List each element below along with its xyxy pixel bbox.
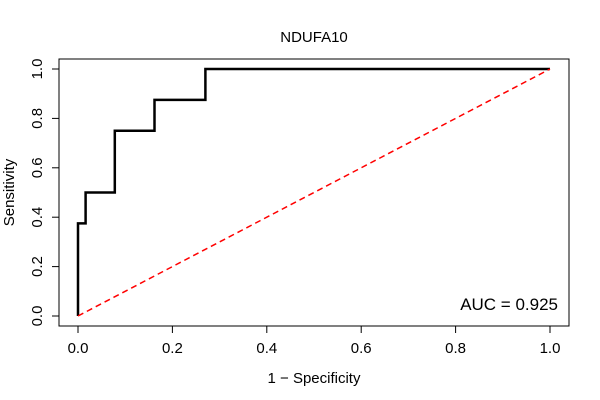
x-tick-label: 0.0 <box>68 340 89 357</box>
x-tick-label: 0.6 <box>351 340 372 357</box>
x-tick-label: 0.4 <box>256 340 277 357</box>
y-axis: 0.0 0.2 0.4 0.6 0.8 1.0 <box>29 59 60 327</box>
x-axis-label: 1 − Specificity <box>268 370 361 387</box>
x-tick-label: 0.8 <box>445 340 466 357</box>
y-tick-label: 0.4 <box>29 207 46 228</box>
auc-annotation: AUC = 0.925 <box>460 295 558 314</box>
x-tick-label: 0.2 <box>162 340 183 357</box>
y-tick-label: 1.0 <box>29 59 46 80</box>
y-tick-label: 0.8 <box>29 108 46 129</box>
chart-title: NDUFA10 <box>280 29 348 46</box>
reference-diagonal-line <box>77 68 551 317</box>
roc-curve-line <box>76 67 550 316</box>
y-axis-label: Sensitivity <box>1 158 18 226</box>
x-tick-label: 1.0 <box>540 340 561 357</box>
y-tick-label: 0.2 <box>29 256 46 277</box>
x-axis: 0.0 0.2 0.4 0.6 0.8 1.0 <box>68 325 561 357</box>
y-tick-label: 0.0 <box>29 306 46 327</box>
series-layer <box>76 67 551 317</box>
y-tick-label: 0.6 <box>29 157 46 178</box>
